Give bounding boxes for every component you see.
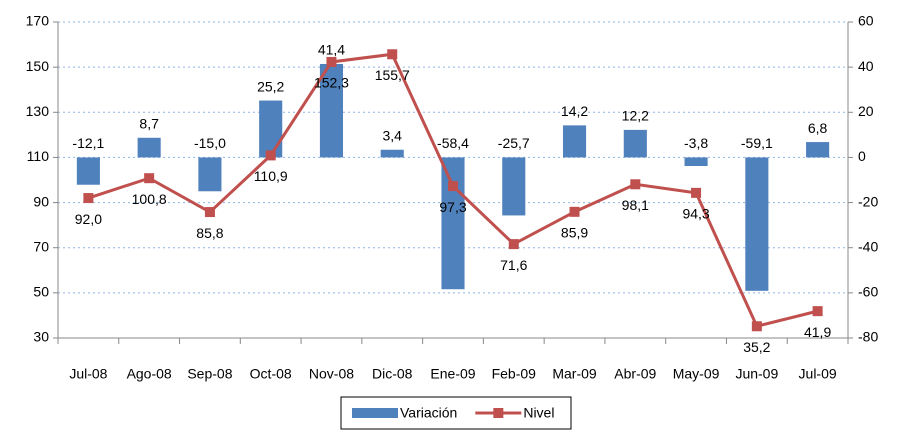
line-marker <box>448 181 458 192</box>
line-marker <box>83 193 94 204</box>
line-value-label: 97,3 <box>439 199 466 215</box>
line-value-label: 92,0 <box>75 211 102 227</box>
bar-value-label: 12,2 <box>622 108 649 124</box>
bar-value-label: -12,1 <box>72 135 104 151</box>
y-tick-label: 170 <box>26 13 50 29</box>
line-value-label: 110,9 <box>254 168 288 184</box>
y-tick-label: 130 <box>26 103 50 119</box>
line-marker <box>508 239 519 250</box>
line-value-label: 155,7 <box>375 67 410 83</box>
line-value-label: 71,6 <box>500 257 527 273</box>
y2-tick-label: 60 <box>858 13 874 29</box>
bar-value-label: 41,4 <box>318 42 345 58</box>
bar <box>623 129 647 158</box>
line-marker <box>144 173 155 184</box>
x-tick-label: Sep-08 <box>187 366 232 382</box>
line-marker <box>569 206 580 217</box>
x-tick-label: Oct-08 <box>250 366 292 382</box>
x-tick-label: Jul-08 <box>69 366 107 382</box>
x-tick-label: Abr-09 <box>614 366 656 382</box>
y2-tick-label: 40 <box>858 58 874 74</box>
x-tick-label: Dic-08 <box>372 366 413 382</box>
y2-tick-label: -60 <box>858 284 878 300</box>
line-marker <box>326 56 337 67</box>
line-value-label: 85,9 <box>561 225 588 241</box>
bar-value-label: 8,7 <box>139 115 159 131</box>
line-value-label: 85,8 <box>196 225 223 241</box>
line-marker <box>691 187 702 198</box>
y-tick-label: 90 <box>33 193 49 209</box>
bar-value-label: -58,4 <box>437 135 469 151</box>
bar-value-label: 3,4 <box>382 127 402 143</box>
y2-tick-label: -40 <box>858 238 878 254</box>
y2-tick-label: -80 <box>858 329 878 345</box>
line-marker <box>630 179 641 190</box>
bar-value-label: -3,8 <box>684 135 708 151</box>
line-value-label: 152,3 <box>314 75 349 91</box>
y-tick-label: 70 <box>33 238 49 254</box>
x-tick-label: Ago-08 <box>127 366 172 382</box>
bar <box>380 149 404 158</box>
line-marker <box>812 306 823 317</box>
x-tick-label: Jul-09 <box>799 366 837 382</box>
x-tick-label: Jun-09 <box>735 366 778 382</box>
bar <box>441 157 465 290</box>
legend-box <box>340 396 572 430</box>
bar <box>76 157 100 185</box>
bar <box>319 63 344 158</box>
bar-value-label: -59,1 <box>741 135 773 151</box>
bar <box>502 157 526 216</box>
bar <box>562 125 587 158</box>
bar <box>198 157 222 192</box>
line-marker <box>204 207 215 218</box>
legend-marker <box>493 408 504 418</box>
y-tick-label: 110 <box>27 148 50 164</box>
line-value-label: 35,2 <box>743 339 770 355</box>
bar-value-label: -15,0 <box>194 135 226 151</box>
legend: Variación Nivel <box>340 396 572 430</box>
bar-value-label: 25,2 <box>257 78 284 94</box>
bar <box>745 157 769 291</box>
bar-value-label: 14,2 <box>561 103 588 119</box>
y2-tick-label: 0 <box>858 148 866 164</box>
y-tick-label: 30 <box>33 329 49 345</box>
x-tick-label: Feb-09 <box>492 366 537 382</box>
bar-value-label: -25,7 <box>498 135 530 151</box>
legend-label: Nivel <box>523 405 554 421</box>
bar <box>806 142 830 158</box>
y-tick-label: 50 <box>33 284 49 300</box>
line-value-label: 100,8 <box>132 191 167 207</box>
x-tick-label: May-09 <box>673 366 720 382</box>
line-marker <box>387 49 398 60</box>
x-tick-label: Ene-09 <box>430 366 475 382</box>
bar <box>684 157 708 167</box>
y-tick-label: 150 <box>26 58 50 74</box>
legend-swatch <box>352 408 398 418</box>
line-value-label: 94,3 <box>682 206 709 222</box>
line-value-label: 98,1 <box>622 197 649 213</box>
line-marker <box>751 321 762 332</box>
bar <box>259 100 283 158</box>
x-tick-label: Mar-09 <box>552 366 597 382</box>
legend-label: Variación <box>400 405 457 421</box>
line-value-label: 41,9 <box>804 324 831 340</box>
bar <box>137 137 161 158</box>
line-marker <box>265 150 276 161</box>
bar-value-label: 6,8 <box>808 120 828 136</box>
x-tick-label: Nov-08 <box>309 366 354 382</box>
y2-tick-label: -20 <box>858 193 878 209</box>
y2-tick-label: 20 <box>858 103 874 119</box>
